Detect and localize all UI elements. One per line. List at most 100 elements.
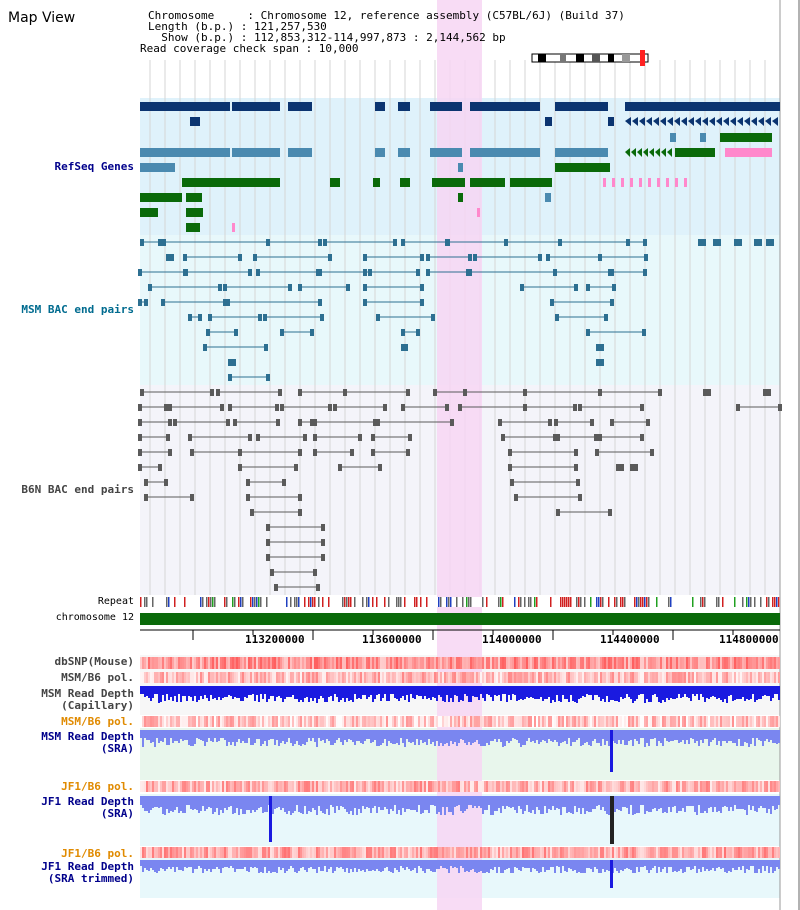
jf1-trimmed-depth-bar <box>304 860 306 870</box>
msm-pol2-heat <box>676 716 678 727</box>
jf1-pol-heat <box>382 781 384 792</box>
jf1-pol-heat <box>230 781 232 792</box>
jf1-pol-heat <box>142 781 144 792</box>
jf1-trimmed-depth-bar <box>350 860 352 869</box>
msm-pol-heat <box>474 672 476 683</box>
jf1-sra-depth-bar <box>432 796 434 805</box>
track-label-msm-bac[interactable]: MSM BAC end pairs <box>21 303 134 316</box>
b6n-bac-pair-end <box>371 434 375 441</box>
msm-pol2-heat <box>474 716 476 727</box>
track-label-jf1-pol-2[interactable]: JF1/B6 pol. <box>61 847 134 860</box>
msm-pol-heat <box>254 672 256 683</box>
gene-feature <box>545 117 552 126</box>
msm-pol2-heat <box>628 716 630 727</box>
jf1-pol2-heat <box>778 847 780 858</box>
jf1-pol2-heat <box>540 847 542 858</box>
msm-sra-depth-bar <box>558 730 560 746</box>
msm-sra-depth-bar <box>168 730 170 745</box>
track-label-jf1-depth[interactable]: JF1 Read Depth (SRA) <box>0 796 134 820</box>
jf1-pol2-heat <box>160 847 162 858</box>
msm-pol2-heat <box>482 716 484 727</box>
msm-bac-pair-end <box>376 314 380 321</box>
msm-pol-heat <box>292 672 294 683</box>
jf1-sra-depth-bar <box>642 796 644 805</box>
msm-sra-depth-bar <box>328 730 330 741</box>
track-label-jf1-trimmed[interactable]: JF1 Read Depth (SRA trimmed) <box>0 861 134 885</box>
msm-pol2-heat <box>552 716 554 727</box>
msm-pol-heat <box>596 672 598 683</box>
msm-capillary-depth-bar <box>718 686 720 698</box>
msm-capillary-depth-bar <box>592 686 594 700</box>
track-label-msm-pol-1[interactable]: MSM/B6 pol. <box>61 671 134 684</box>
jf1-pol2-heat <box>276 847 278 858</box>
track-label-msm-depth-sra[interactable]: MSM Read Depth (SRA) <box>0 731 134 755</box>
msm-capillary-depth-bar <box>332 686 334 701</box>
track-label-dbsnp[interactable]: dbSNP(Mouse) <box>54 655 134 668</box>
jf1-sra-depth-bar <box>460 796 462 811</box>
msm-capillary-depth-bar <box>660 686 662 703</box>
msm-pol-heat <box>736 672 738 683</box>
dbsnp-heat <box>268 657 270 669</box>
msm-sra-depth-bar <box>536 730 538 740</box>
jf1-trimmed-depth-bar <box>214 860 216 869</box>
msm-sra-depth-bar <box>738 730 740 739</box>
jf1-pol2-heat <box>752 847 754 858</box>
jf1-trimmed-depth-bar <box>492 860 494 870</box>
msm-capillary-depth-bar <box>658 686 660 702</box>
msm-pol2-heat <box>682 716 684 727</box>
dbsnp-heat <box>440 657 442 669</box>
msm-pol2-heat <box>420 716 422 727</box>
track-label-refseq[interactable]: RefSeq Genes <box>54 160 134 173</box>
jf1-pol2-heat <box>198 847 200 858</box>
msm-sra-depth-bar <box>622 730 624 740</box>
jf1-trimmed-depth-bar <box>400 860 402 866</box>
jf1-trimmed-depth-bar <box>740 860 742 870</box>
jf1-trimmed-depth-bar <box>768 860 770 873</box>
msm-pol2-heat <box>654 716 656 727</box>
jf1-sra-depth-bar <box>622 796 624 807</box>
jf1-pol-heat <box>562 781 564 792</box>
msm-pol-heat <box>558 672 560 683</box>
jf1-pol2-heat <box>464 847 466 858</box>
jf1-trimmed-depth-bar <box>626 860 628 868</box>
msm-pol2-heat <box>216 716 218 727</box>
track-label-msm-depth-cap[interactable]: MSM Read Depth (Capillary) <box>0 688 134 712</box>
jf1-sra-depth-bar <box>148 796 150 813</box>
track-label-msm-pol-2[interactable]: MSM/B6 pol. <box>61 715 134 728</box>
jf1-sra-depth-bar <box>440 796 442 815</box>
jf1-pol2-heat <box>230 847 232 858</box>
b6n-bac-pair-end <box>373 419 377 426</box>
repeat-element <box>456 597 458 607</box>
msm-capillary-depth-bar <box>740 686 742 699</box>
gene-arrow <box>646 117 652 126</box>
msm-pol2-heat <box>662 716 664 727</box>
msm-sra-depth-bar <box>734 730 736 743</box>
jf1-pol2-heat <box>696 847 698 858</box>
msm-sra-depth-bar <box>358 730 360 741</box>
repeat-element <box>670 597 672 607</box>
jf1-pol-heat <box>440 781 442 792</box>
msm-bac-pair-end <box>320 314 324 321</box>
jf1-pol-heat <box>300 781 302 792</box>
msm-capillary-depth-bar <box>730 686 732 695</box>
jf1-pol2-heat <box>736 847 738 858</box>
msm-sra-depth-bar <box>706 730 708 739</box>
track-label-b6n-bac[interactable]: B6N BAC end pairs <box>21 483 134 496</box>
msm-pol-heat <box>364 672 366 683</box>
jf1-sra-depth-bar <box>302 796 304 814</box>
jf1-sra-depth-bar <box>408 796 410 809</box>
jf1-sra-depth-bar <box>754 796 756 811</box>
msm-sra-depth-bar <box>550 730 552 741</box>
jf1-pol-heat <box>140 781 142 792</box>
dbsnp-heat <box>198 657 200 669</box>
msm-sra-depth-bar <box>778 730 780 743</box>
track-label-jf1-pol-1[interactable]: JF1/B6 pol. <box>61 780 134 793</box>
msm-pol-heat <box>256 672 258 683</box>
msm-bac-pair-end <box>426 269 430 276</box>
msm-capillary-depth-bar <box>588 686 590 695</box>
jf1-sra-depth-bar <box>198 796 200 813</box>
jf1-pol-heat <box>304 781 306 792</box>
jf1-pol-heat <box>558 781 560 792</box>
jf1-trimmed-depth-bar <box>686 860 688 867</box>
